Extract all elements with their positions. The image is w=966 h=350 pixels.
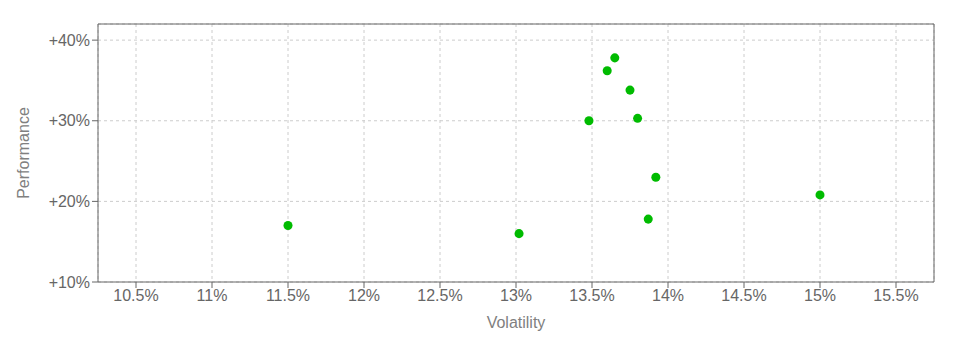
svg-text:15.5%: 15.5% — [873, 287, 918, 304]
svg-text:13.5%: 13.5% — [569, 287, 614, 304]
svg-text:12.5%: 12.5% — [417, 287, 462, 304]
svg-text:Performance: Performance — [15, 107, 32, 199]
svg-text:+30%: +30% — [49, 112, 90, 129]
svg-text:Volatility: Volatility — [487, 314, 546, 331]
svg-text:11.5%: 11.5% — [266, 287, 310, 304]
svg-text:12%: 12% — [348, 287, 380, 304]
svg-text:+10%: +10% — [49, 274, 90, 291]
svg-text:+20%: +20% — [49, 193, 90, 210]
svg-text:10.5%: 10.5% — [113, 287, 158, 304]
svg-text:+40%: +40% — [49, 32, 90, 49]
svg-text:14%: 14% — [652, 287, 684, 304]
svg-text:15%: 15% — [804, 287, 836, 304]
svg-text:13%: 13% — [500, 287, 532, 304]
svg-text:14.5%: 14.5% — [721, 287, 766, 304]
svg-text:11%: 11% — [197, 287, 228, 304]
